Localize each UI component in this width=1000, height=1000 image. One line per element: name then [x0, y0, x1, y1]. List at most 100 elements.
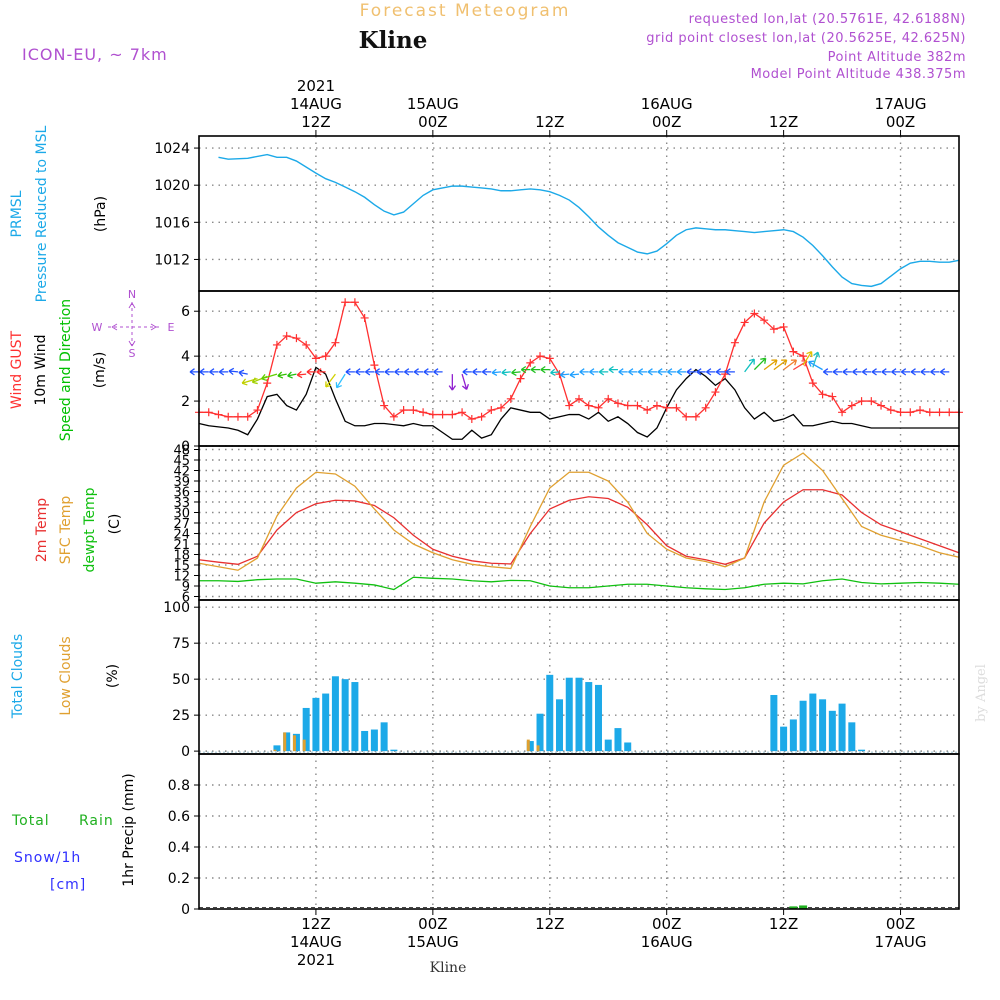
wind-direction-arrow — [871, 368, 882, 376]
dewpt-series-line — [199, 576, 960, 591]
tsfc-series-line — [198, 452, 960, 571]
time-label-bottom: 16AUG — [641, 933, 693, 951]
wind-gust-point — [487, 406, 496, 415]
wind-gust-label: Wind GUST — [9, 330, 25, 409]
wind-gust-point — [750, 309, 759, 318]
wind-direction-arrow — [472, 368, 482, 376]
station-name: Kline — [359, 27, 428, 54]
y-tick-label: 75 — [172, 636, 190, 652]
wind-direction-arrow — [891, 368, 901, 376]
wind-direction-arrow — [725, 368, 735, 376]
time-label-bottom: 12Z — [535, 915, 564, 933]
wind-direction-arrow — [569, 370, 580, 379]
wind-gust-point — [389, 412, 398, 421]
wind-dir-label: Speed and Direction — [58, 299, 74, 441]
wind-gust-point — [302, 340, 311, 349]
y-tick-label: 21 — [173, 538, 190, 553]
wind-direction-arrow — [900, 368, 911, 376]
low-clouds-bar — [536, 745, 540, 752]
wind-direction-arrow — [939, 368, 950, 376]
wind-direction-arrow — [744, 358, 755, 373]
wind-gust-point — [808, 379, 817, 388]
wind-direction-arrow — [579, 368, 589, 376]
wind-gust-point — [896, 408, 905, 417]
t2m-label: 2m Temp — [34, 498, 50, 562]
wind-direction-arrow — [325, 373, 336, 388]
wind-gust-point — [428, 410, 437, 419]
total-clouds-bar — [370, 729, 378, 752]
wind-gust-point — [438, 410, 447, 419]
watermark: by Angel — [974, 664, 989, 722]
wind-gust-point — [847, 401, 856, 410]
time-label-bottom: 15AUG — [407, 933, 459, 951]
wind-direction-arrow — [667, 368, 677, 376]
wind-direction-arrow — [706, 368, 716, 376]
y-tick-label: 1020 — [154, 178, 190, 194]
total-clouds-bar — [536, 713, 544, 752]
time-label-top: 12Z — [769, 113, 798, 131]
total-clouds-label: Total Clouds — [10, 634, 26, 719]
wind-direction-arrow — [881, 368, 891, 376]
time-label-top: 00Z — [652, 113, 681, 131]
wind-gust-point — [243, 412, 252, 421]
wind-gust-point — [594, 403, 603, 412]
wind-direction-arrow — [637, 368, 648, 376]
wind-gust-point — [282, 331, 291, 340]
model-name: ICON-EU, ~ 7km — [22, 45, 168, 64]
prmsl-label: PRMSL — [9, 190, 25, 237]
wind-gust-point — [467, 415, 476, 424]
wind-unit-label: (m/s) — [92, 352, 108, 389]
wind-direction-arrow — [559, 370, 570, 379]
total-clouds-bar — [575, 677, 583, 752]
wind-gust-point — [536, 352, 545, 361]
wind-gust-point — [730, 338, 739, 347]
clouds-panel: 0 25 50 75 100 — [163, 599, 960, 760]
wind-gust-point — [399, 406, 408, 415]
time-label-bottom: 00Z — [418, 915, 447, 933]
wind-direction-arrow — [753, 357, 767, 371]
y-tick-label: 27 — [173, 517, 190, 532]
total-clouds-bar — [331, 676, 339, 752]
wind-gust-point — [233, 412, 242, 421]
time-label-top: 2021 — [297, 77, 335, 95]
snow-label: Snow/1h — [14, 850, 81, 866]
total-clouds-bar — [361, 730, 369, 752]
wind-gust-point — [828, 392, 837, 401]
wind-gust-point — [672, 403, 681, 412]
y-tick-label: 4 — [181, 349, 190, 365]
wind-gust-point — [662, 403, 671, 412]
wind-direction-arrow — [715, 368, 726, 376]
model-altitude: Model Point Altitude 438.375m — [751, 67, 966, 82]
wind-gust-point — [497, 403, 506, 412]
wind-gust-point — [380, 401, 389, 410]
wind-gust-point — [711, 388, 720, 397]
wind-gust-point — [516, 374, 525, 383]
t2m-series-line — [198, 489, 960, 565]
wind-direction-arrow — [306, 368, 316, 376]
wind-gust-point — [331, 338, 340, 347]
wind-direction-arrow — [189, 368, 199, 376]
wind-gust-point — [701, 403, 710, 412]
wind-direction-arrow — [413, 368, 424, 376]
y-tick-label: 33 — [173, 496, 190, 511]
wind-gust-point — [224, 412, 233, 421]
footer-station: Kline — [430, 960, 467, 976]
y-tick-label: 18 — [173, 549, 190, 564]
y-tick-label: 25 — [172, 708, 190, 724]
time-label-bottom: 2021 — [297, 951, 335, 969]
time-label-top: 12Z — [535, 113, 564, 131]
wind-gust-point — [360, 313, 369, 322]
total-clouds-bar — [565, 677, 573, 752]
prmsl-series-line — [218, 153, 960, 288]
time-label-top: 00Z — [418, 113, 447, 131]
total-clouds-bar — [390, 749, 398, 752]
wind-direction-arrow — [540, 365, 550, 374]
wind-gust-point — [799, 352, 808, 361]
wind-direction-arrow — [365, 368, 375, 376]
total-clouds-bar — [556, 699, 564, 752]
wind-gust-point — [945, 408, 954, 417]
y-tick-label: 100 — [163, 600, 190, 616]
wind-gust-point — [682, 412, 691, 421]
y-tick-label: 0 — [181, 439, 190, 455]
wind-direction-arrow — [218, 368, 229, 376]
